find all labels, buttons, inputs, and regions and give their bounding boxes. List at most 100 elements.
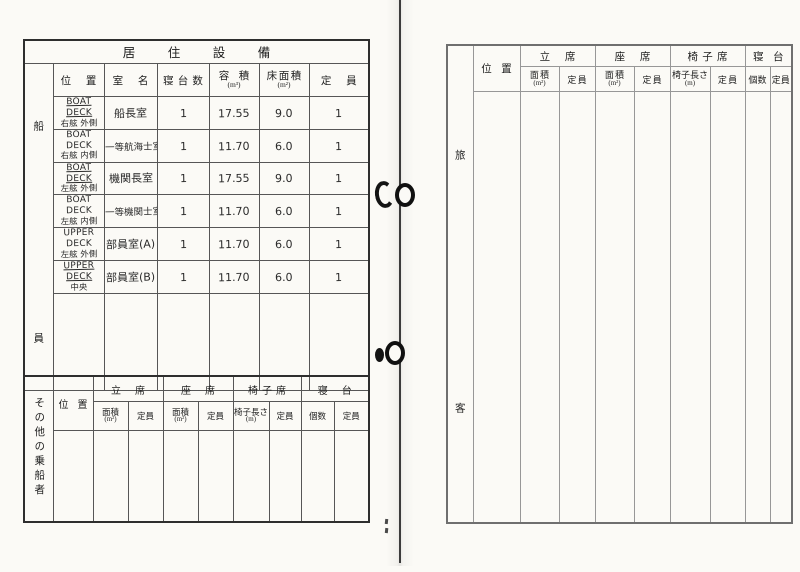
empty-cell (472, 91, 521, 524)
floor-cell: 6.0 (258, 259, 310, 294)
deck-side: 左舷 内側 (60, 216, 97, 228)
capacity-cell: 1 (308, 161, 370, 196)
header-seat-area: 面積 (m²) (162, 401, 199, 431)
crew-label-char-1: 船 (33, 121, 45, 133)
binding-hole-ring (385, 341, 405, 365)
header-seat-capacity: 定員 (197, 401, 234, 431)
empty-cell (156, 292, 210, 391)
binding-hole-crescent (373, 179, 396, 210)
position-cell: BOAT DECK 左舷 内側 (52, 194, 105, 229)
table-row: UPPER DECK 左舷 外側 部員室(A) 1 11.70 6.0 1 (24, 227, 370, 261)
berths-cell: 1 (156, 227, 210, 261)
seating-group-header-row: 旅 客 位置 立席 座席 椅子席 寝台 (446, 44, 793, 524)
empty-cell (268, 430, 302, 523)
room-name-cell: 一等航海士室 (103, 128, 158, 163)
deck-side: 中央 (69, 282, 88, 293)
berths-cell: 1 (156, 259, 210, 294)
header-chair-seat: 椅子席 (669, 44, 746, 67)
passenger-side-label-cell: 旅 客 (446, 44, 474, 524)
deck-side: 左舷 外側 (60, 183, 97, 195)
crew-side-label-cell: 船 員 (23, 63, 54, 391)
empty-cell (744, 91, 771, 524)
room-name-cell: 部員室(A) (103, 227, 158, 261)
passenger-label-char-2: 客 (455, 403, 466, 415)
accommodation-title-cell: 居住設備 (23, 39, 370, 64)
empty-cell (669, 91, 711, 524)
passenger-label-char-1: 旅 (455, 150, 466, 162)
others-side-label: その他の乗船者 (33, 396, 45, 499)
header-room: 室名 (103, 63, 158, 97)
table-row: UPPER DECK 中央 部員室(B) 1 11.70 6.0 1 (24, 259, 370, 294)
floor-cell: 6.0 (258, 227, 310, 261)
empty-cell (52, 292, 105, 391)
header-capacity: 定員 (308, 63, 370, 97)
accommodation-title: 居住設備 (122, 46, 303, 60)
floor-cell: 6.0 (258, 128, 310, 163)
position-cell: BOAT DECK 右舷 内側 (52, 128, 105, 163)
volume-cell: 11.70 (208, 194, 260, 229)
deck-side: 右舷 外側 (60, 118, 97, 129)
empty-cell (308, 292, 370, 391)
table-row: BOAT DECK 右舷 内側 一等航海士室 1 11.70 6.0 1 (24, 128, 370, 163)
volume-cell: 17.55 (208, 96, 260, 130)
accommodation-title-row: 居住設備 (23, 39, 370, 64)
header-chair-capacity: 定員 (268, 401, 302, 431)
empty-cell (709, 91, 746, 524)
position-cell: UPPER DECK 中央 (52, 259, 105, 294)
header-seat-capacity: 定員 (633, 66, 671, 92)
floor-cell: 9.0 (258, 96, 310, 130)
position-cell: BOAT DECK 左舷 外側 (52, 161, 105, 196)
header-standing-area: 面積 (m²) (92, 401, 129, 431)
berths-cell: 1 (156, 128, 210, 163)
empty-cell (197, 430, 234, 523)
volume-cell: 17.55 (208, 161, 260, 196)
header-standing-capacity: 定員 (558, 66, 596, 92)
header-berth-capacity: 定員 (769, 66, 793, 92)
header-position: 位置 (52, 375, 94, 431)
header-seat-area: 面積 (m²) (594, 66, 635, 92)
capacity-cell: 1 (308, 96, 370, 130)
seating-sub-header-row: 面積 (m²) 定員 面積 (m²) 定員 椅子長さ (m) 定員 個数 定員 (24, 401, 370, 431)
empty-cell (519, 91, 560, 524)
room-name-cell: 一等機関士室 (103, 194, 158, 229)
deck-name: BOAT DECK (65, 162, 92, 184)
floor-cell: 6.0 (258, 194, 310, 229)
position-cell: UPPER DECK 左舷 外側 (52, 227, 105, 261)
fold-line (399, 0, 401, 563)
volume-unit: (m³) (227, 80, 241, 90)
header-standing-capacity: 定員 (127, 401, 164, 431)
table-row: BOAT DECK 左舷 内側 一等機関士室 1 11.70 6.0 1 (24, 194, 370, 229)
header-seat: 座席 (594, 44, 671, 67)
deck-name: BOAT DECK (65, 195, 92, 217)
deck-name: UPPER DECK (62, 227, 94, 250)
empty-cell (300, 430, 335, 523)
header-floor-area: 床面積 (m²) (258, 63, 310, 97)
binding-hole-icon (373, 179, 415, 210)
empty-cell (232, 430, 270, 523)
header-berth-capacity: 定員 (333, 401, 370, 431)
empty-cell (594, 91, 635, 524)
table-row: BOAT DECK 左舷 外側 機関長室 1 17.55 9.0 1 (24, 161, 370, 196)
header-position: 位置 (472, 44, 521, 92)
empty-row (24, 430, 370, 523)
other-persons-table: その他の乗船者 位置 立席 座席 椅子席 寝台 面積 (m²) 定員 面積 (m²)… (23, 375, 370, 523)
empty-cell (633, 91, 671, 524)
header-berth: 寝台 (300, 375, 370, 402)
header-berth: 寝台 (744, 44, 793, 67)
empty-cell (52, 430, 94, 523)
others-side-label-cell: その他の乗船者 (23, 375, 54, 523)
fold-page-mark (384, 518, 389, 525)
passengers-table: 旅 客 位置 立席 座席 椅子席 寝台 面積 (m²) 定員 面積 (m²) 定員 … (446, 44, 794, 524)
binding-hole-ring (395, 182, 415, 207)
header-standing-area: 面積 (m²) (519, 66, 560, 92)
deck-side: 右舷 内側 (60, 150, 97, 162)
table-row: BOAT DECK 右舷 外側 船長室 1 17.55 9.0 1 (24, 96, 370, 130)
floor-area-unit: (m²) (277, 80, 291, 90)
header-chair-length: 椅子長さ (m) (232, 401, 270, 431)
capacity-cell: 1 (308, 227, 370, 261)
room-name-cell: 船長室 (103, 96, 158, 130)
volume-cell: 11.70 (208, 259, 260, 294)
empty-cell (92, 430, 129, 523)
berths-cell: 1 (156, 194, 210, 229)
